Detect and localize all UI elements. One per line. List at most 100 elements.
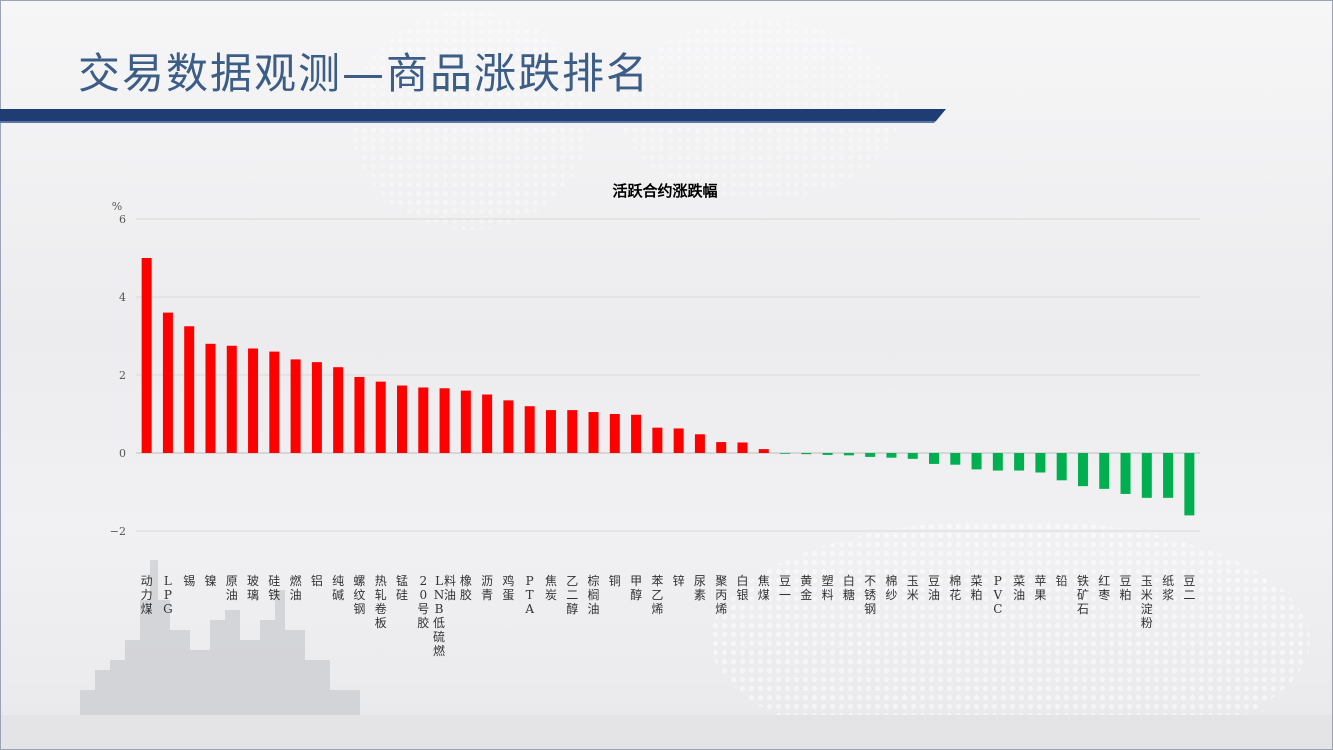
bar xyxy=(1099,453,1110,489)
bar xyxy=(758,449,769,453)
x-tick-label: 锌 xyxy=(673,574,685,588)
x-tick-label: 纸浆 xyxy=(1162,574,1174,602)
x-tick-label: 硅铁 xyxy=(268,574,280,602)
bar xyxy=(588,412,599,453)
x-tick-label: 棉纱 xyxy=(885,574,897,602)
x-tick-label: 棉花 xyxy=(949,574,961,602)
bar xyxy=(269,351,280,453)
x-tick-label: L N B 低硫燃料油 xyxy=(433,574,456,658)
x-tick-label: 不锈钢 xyxy=(864,574,876,616)
bar xyxy=(248,348,259,453)
bar xyxy=(1163,453,1174,498)
y-tick-label: 0 xyxy=(119,447,126,460)
x-tick-label: 豆粕 xyxy=(1120,574,1132,602)
bar xyxy=(226,345,237,453)
bar xyxy=(694,434,705,453)
y-tick-label: 2 xyxy=(119,369,126,382)
x-tick-label: 锰硅 xyxy=(396,573,408,602)
bar xyxy=(907,453,918,459)
bar xyxy=(354,376,365,453)
x-tick-label: 螺纹钢 xyxy=(353,574,365,616)
bar xyxy=(545,410,556,453)
x-tick-label: 豆一 xyxy=(779,574,791,602)
x-tick-label: 红枣 xyxy=(1098,573,1110,602)
x-tick-label: 聚丙烯 xyxy=(715,574,727,616)
x-tick-label: 纯碱 xyxy=(332,574,344,602)
page-title: 交易数据观测—商品涨跌排名 xyxy=(78,49,651,98)
x-tick-label: 黄金 xyxy=(800,574,812,602)
bar xyxy=(1035,453,1046,473)
x-tick-label: 沥青 xyxy=(481,574,493,602)
x-tick-label: 甲醇 xyxy=(630,574,642,602)
x-tick-label: 焦炭 xyxy=(545,574,557,602)
header-underline-bar xyxy=(0,109,946,123)
x-tick-label: 棕榈油 xyxy=(588,573,600,616)
chart-title: 活跃合约涨跌幅 xyxy=(612,182,717,200)
x-tick-label: 2 0 号胶 xyxy=(417,574,429,630)
bar xyxy=(1120,453,1131,494)
x-tick-label: 铁矿石 xyxy=(1077,574,1089,616)
bar xyxy=(737,442,748,453)
bar xyxy=(992,453,1003,471)
x-tick-label: 铜 xyxy=(609,573,621,588)
x-tick-label: 镍 xyxy=(204,574,216,588)
bar xyxy=(971,453,982,470)
bar xyxy=(1014,453,1025,471)
bar xyxy=(439,388,450,453)
x-tick-label: 白糖 xyxy=(843,573,855,602)
bar xyxy=(162,312,173,453)
x-tick-label: 塑料 xyxy=(822,573,834,602)
bar xyxy=(929,453,939,464)
x-tick-label: 锡 xyxy=(183,573,195,588)
bar xyxy=(822,453,833,455)
x-tick-label: 玉米 xyxy=(907,574,919,602)
x-tick-label: 菜油 xyxy=(1013,574,1025,602)
bar xyxy=(801,453,812,455)
x-tick-label: 白银 xyxy=(736,573,748,602)
y-axis-unit: % xyxy=(112,200,122,213)
x-tick-label: 玉米淀粉 xyxy=(1141,574,1153,630)
bar xyxy=(311,362,322,453)
x-tick-label: 动力煤 xyxy=(141,574,153,616)
x-tick-label: 苹果 xyxy=(1034,574,1046,602)
bar xyxy=(780,453,791,454)
bar xyxy=(460,390,471,453)
bar xyxy=(673,428,684,453)
x-tick-label: 焦煤 xyxy=(758,574,770,602)
x-tick-label: 鸡蛋 xyxy=(502,573,514,602)
bar xyxy=(1141,453,1152,498)
bar xyxy=(184,326,195,453)
x-tick-label: 菜粕 xyxy=(971,574,983,602)
bar xyxy=(482,394,493,453)
y-tick-label: 4 xyxy=(119,291,126,304)
x-tick-label: 尿素 xyxy=(694,574,706,602)
bar xyxy=(886,453,897,458)
bar xyxy=(333,367,344,453)
bar xyxy=(524,406,535,453)
bar xyxy=(205,343,216,453)
x-tick-label: 燃油 xyxy=(290,573,302,602)
x-tick-label: 原油 xyxy=(226,574,238,602)
bar xyxy=(375,381,386,453)
x-tick-label: 玻璃 xyxy=(247,574,259,602)
x-tick-label: 苯乙烯 xyxy=(651,574,663,616)
x-tick-label: 热轧卷板 xyxy=(375,574,387,630)
bar xyxy=(716,442,727,453)
y-tick-label: −2 xyxy=(110,525,126,538)
bar xyxy=(1056,453,1067,481)
bar xyxy=(1077,453,1088,487)
bar xyxy=(397,385,407,453)
bar xyxy=(950,453,961,465)
x-tick-label: 乙二醇 xyxy=(566,574,578,616)
bar xyxy=(631,414,642,453)
bar xyxy=(1184,453,1195,516)
bar xyxy=(843,453,854,456)
bar xyxy=(865,453,876,457)
x-tick-label: 铝 xyxy=(311,573,323,588)
x-tick-label: 橡胶 xyxy=(460,574,472,602)
